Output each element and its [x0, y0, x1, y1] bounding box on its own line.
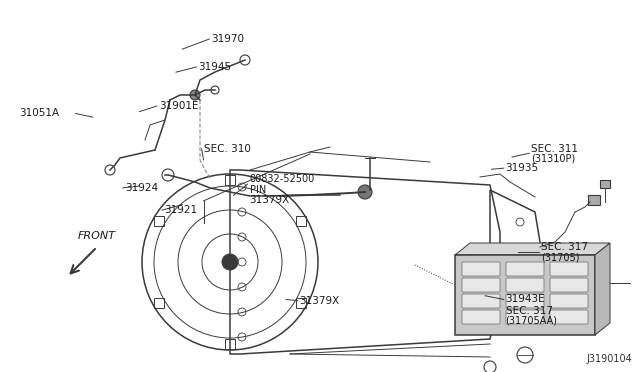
- FancyBboxPatch shape: [588, 195, 600, 205]
- FancyBboxPatch shape: [462, 294, 500, 308]
- FancyBboxPatch shape: [455, 255, 595, 335]
- Text: 31943E: 31943E: [506, 295, 545, 304]
- Circle shape: [190, 90, 200, 100]
- FancyBboxPatch shape: [462, 310, 500, 324]
- Text: SEC. 310: SEC. 310: [204, 144, 250, 154]
- FancyBboxPatch shape: [506, 278, 544, 292]
- FancyBboxPatch shape: [462, 262, 500, 276]
- Polygon shape: [595, 243, 610, 335]
- FancyBboxPatch shape: [550, 294, 588, 308]
- Text: SEC. 317: SEC. 317: [506, 307, 552, 316]
- Polygon shape: [455, 243, 610, 255]
- Text: 31901E: 31901E: [159, 101, 198, 111]
- FancyBboxPatch shape: [550, 262, 588, 276]
- Text: 31379X: 31379X: [300, 296, 340, 305]
- Text: FRONT: FRONT: [78, 231, 116, 241]
- Text: J3190104: J3190104: [587, 354, 632, 364]
- FancyBboxPatch shape: [462, 278, 500, 292]
- Text: (31705AA): (31705AA): [506, 316, 557, 326]
- Text: SEC. 317: SEC. 317: [541, 243, 588, 252]
- Text: (31705): (31705): [541, 253, 579, 262]
- Text: SEC. 311: SEC. 311: [531, 144, 578, 154]
- FancyBboxPatch shape: [506, 310, 544, 324]
- Text: (31310P): (31310P): [531, 153, 575, 163]
- Circle shape: [358, 185, 372, 199]
- FancyBboxPatch shape: [550, 310, 588, 324]
- Text: 31051A: 31051A: [19, 109, 60, 118]
- Text: 00832-52500: 00832-52500: [250, 174, 315, 183]
- FancyBboxPatch shape: [506, 262, 544, 276]
- FancyBboxPatch shape: [506, 294, 544, 308]
- Text: 31970: 31970: [211, 34, 244, 44]
- Text: 31935: 31935: [506, 163, 539, 173]
- FancyBboxPatch shape: [600, 180, 610, 188]
- Text: 31379X: 31379X: [250, 195, 290, 205]
- Text: 31945: 31945: [198, 62, 232, 72]
- Text: 31924: 31924: [125, 183, 158, 193]
- FancyBboxPatch shape: [550, 278, 588, 292]
- Circle shape: [222, 254, 238, 270]
- Text: PIN: PIN: [250, 185, 266, 195]
- Text: 31921: 31921: [164, 205, 197, 215]
